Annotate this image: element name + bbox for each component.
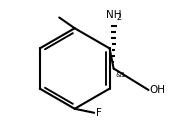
Text: &1: &1: [116, 72, 126, 78]
Text: NH: NH: [106, 10, 121, 20]
Text: F: F: [96, 109, 102, 119]
Text: OH: OH: [150, 85, 166, 95]
Text: 2: 2: [117, 13, 122, 22]
